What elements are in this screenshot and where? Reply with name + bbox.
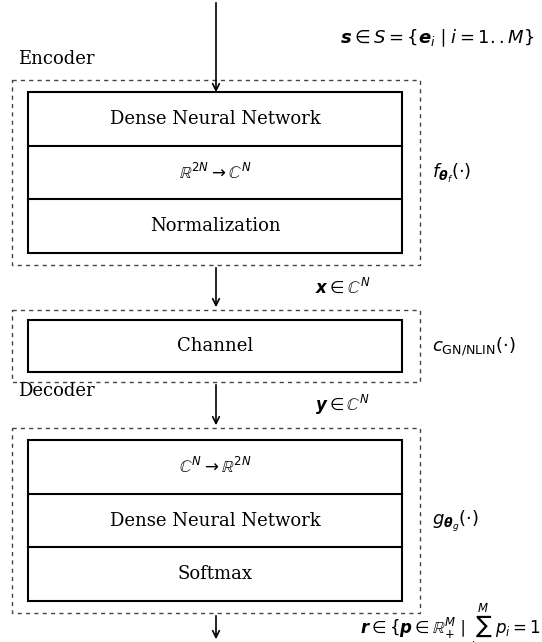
Bar: [28, 320, 402, 372]
Text: $f_{\boldsymbol{\theta}_f}(\cdot)$: $f_{\boldsymbol{\theta}_f}(\cdot)$: [432, 161, 471, 184]
Text: $c_{\mathrm{GN/NLIN}}(\cdot)$: $c_{\mathrm{GN/NLIN}}(\cdot)$: [432, 336, 515, 358]
Text: Dense Neural Network: Dense Neural Network: [109, 110, 320, 128]
Text: $\boldsymbol{r} \in \{\boldsymbol{p} \in \mathbb{R}^{M}_{+} \mid \sum_{i=1}^{M} : $\boldsymbol{r} \in \{\boldsymbol{p} \in…: [360, 602, 542, 642]
Text: $\boldsymbol{x} \in \mathbb{C}^{N}$: $\boldsymbol{x} \in \mathbb{C}^{N}$: [315, 277, 371, 297]
Text: Dense Neural Network: Dense Neural Network: [109, 512, 320, 530]
Text: $\boldsymbol{s} \in S = \{\boldsymbol{e}_i \mid i = 1..M\}$: $\boldsymbol{s} \in S = \{\boldsymbol{e}…: [340, 27, 534, 49]
Text: $g_{\boldsymbol{\theta}_g}(\cdot)$: $g_{\boldsymbol{\theta}_g}(\cdot)$: [432, 508, 479, 534]
Text: Channel: Channel: [177, 337, 253, 355]
Text: Encoder: Encoder: [18, 50, 94, 68]
Bar: [28, 440, 402, 601]
Text: $\mathbb{C}^{N} \rightarrow \mathbb{R}^{2N}$: $\mathbb{C}^{N} \rightarrow \mathbb{R}^{…: [179, 457, 251, 477]
Bar: [12, 428, 420, 613]
Bar: [12, 310, 420, 382]
Text: $\mathbb{R}^{2N} \rightarrow \mathbb{C}^{N}$: $\mathbb{R}^{2N} \rightarrow \mathbb{C}^…: [179, 162, 251, 182]
Text: Decoder: Decoder: [18, 382, 95, 400]
Text: Softmax: Softmax: [177, 565, 253, 583]
Bar: [28, 92, 402, 253]
Text: Normalization: Normalization: [150, 217, 280, 235]
Text: $\boldsymbol{y} \in \mathbb{C}^{N}$: $\boldsymbol{y} \in \mathbb{C}^{N}$: [315, 393, 370, 417]
Bar: [12, 80, 420, 265]
